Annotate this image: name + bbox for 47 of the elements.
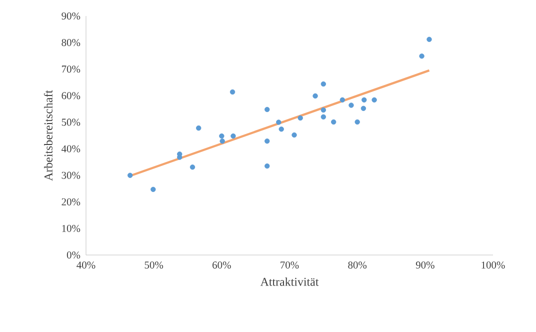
point bbox=[354, 119, 360, 125]
point bbox=[362, 97, 367, 103]
y-tick-label: 60% bbox=[62, 92, 80, 100]
y-tick-label: 70% bbox=[62, 66, 80, 73]
x-tick-label: 60% bbox=[212, 262, 231, 269]
point bbox=[372, 97, 377, 103]
point bbox=[360, 106, 366, 112]
point bbox=[348, 102, 354, 108]
y-axis-title: Arbeitsbereitschaft bbox=[44, 90, 52, 181]
point bbox=[426, 36, 432, 42]
y-tick-label: 50% bbox=[62, 118, 80, 126]
point bbox=[298, 115, 303, 121]
point bbox=[320, 114, 326, 120]
point bbox=[264, 163, 270, 169]
point bbox=[278, 126, 284, 132]
point bbox=[264, 138, 270, 144]
x-tick-label: 90% bbox=[416, 262, 434, 269]
y-tick-label: 80% bbox=[62, 39, 80, 46]
point bbox=[292, 132, 297, 138]
point bbox=[128, 172, 133, 178]
point bbox=[150, 186, 156, 192]
point bbox=[230, 89, 236, 95]
point bbox=[276, 120, 282, 125]
x-tick-label: 80% bbox=[348, 262, 367, 269]
point bbox=[312, 93, 318, 99]
point bbox=[219, 133, 224, 139]
point bbox=[220, 138, 225, 144]
point bbox=[320, 81, 326, 87]
point bbox=[320, 107, 326, 113]
y-tick-label: 10% bbox=[62, 224, 80, 232]
point bbox=[190, 164, 196, 170]
y-tick-label: 0% bbox=[66, 251, 80, 259]
x-tick-label: 100% bbox=[482, 262, 505, 269]
point bbox=[340, 97, 346, 103]
x-tick-label: 50% bbox=[144, 262, 164, 269]
y-tick-label: 40% bbox=[62, 145, 80, 152]
x-axis-title: Attraktivität bbox=[260, 277, 319, 286]
x-tick-label: 70% bbox=[280, 262, 299, 269]
y-tick-label: 90% bbox=[62, 12, 80, 20]
point bbox=[331, 119, 336, 125]
point bbox=[264, 106, 270, 112]
x-tick-label: 40% bbox=[76, 262, 96, 269]
y-tick-label: 30% bbox=[62, 172, 80, 179]
y-tick-label: 20% bbox=[62, 198, 80, 206]
point bbox=[230, 133, 236, 139]
point bbox=[196, 125, 202, 131]
point bbox=[419, 54, 424, 59]
